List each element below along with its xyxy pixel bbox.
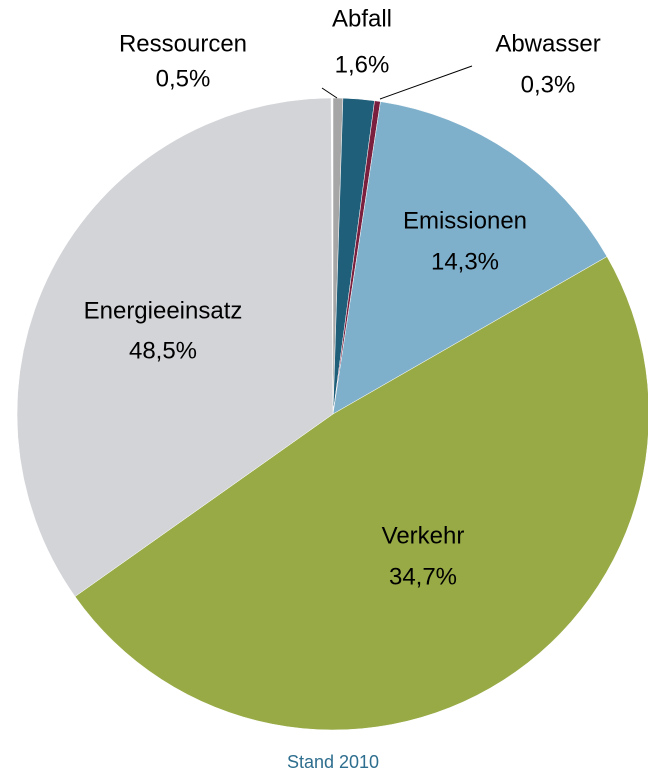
pie-slice: [74, 256, 648, 731]
value-label: 14,3%: [431, 248, 499, 275]
value-label: 34,7%: [389, 563, 457, 590]
slice-label: Abwasser: [495, 30, 600, 57]
value-label: 0,5%: [156, 65, 211, 92]
slice-label: Emissionen: [403, 207, 527, 234]
slice-label: Energieeinsatz: [84, 297, 243, 324]
value-label: 48,5%: [129, 337, 197, 364]
pie-slice: [332, 101, 608, 415]
pie: [16, 97, 648, 731]
leader-line: [379, 65, 473, 100]
slice-label: Ressourcen: [119, 30, 247, 57]
value-label: 0,3%: [521, 71, 576, 98]
pie-slice: [16, 97, 334, 597]
note: Stand 2010: [287, 752, 379, 772]
value-label: 1,6%: [335, 51, 390, 78]
leader-line: [321, 87, 338, 99]
slice-label: Verkehr: [382, 522, 465, 549]
slice-label: Abfall: [332, 5, 392, 32]
